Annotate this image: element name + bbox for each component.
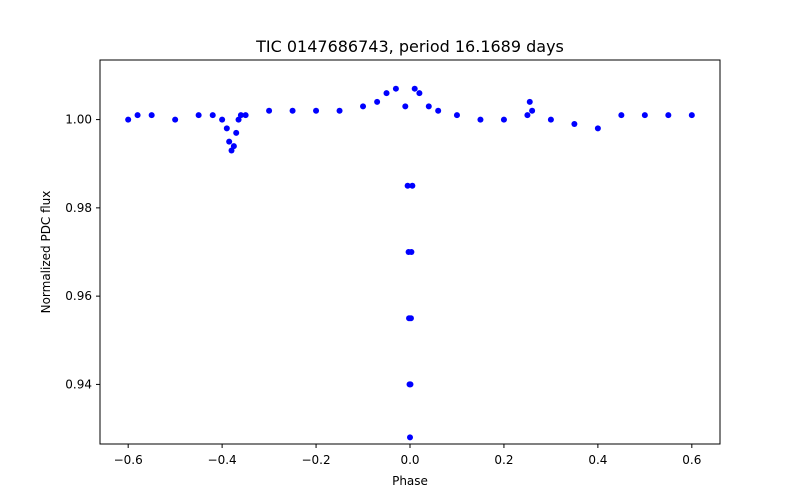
data-point <box>209 112 216 119</box>
data-point <box>313 107 320 114</box>
data-point <box>237 112 244 119</box>
chart-title: TIC 0147686743, period 16.1689 days <box>255 37 564 56</box>
y-tick-label: 0.98 <box>65 201 92 215</box>
data-point <box>571 121 578 127</box>
data-point <box>226 138 233 145</box>
x-axis-ticks: −0.6 −0.4 −0.2 0.0 0.2 0.4 0.6 <box>114 444 701 467</box>
data-point <box>594 125 601 132</box>
x-tick-label: −0.4 <box>208 453 237 467</box>
data-point <box>223 125 230 132</box>
data-point <box>526 98 533 105</box>
data-point <box>392 85 399 92</box>
data-point <box>408 249 415 255</box>
data-point <box>409 182 416 189</box>
data-point <box>125 116 132 123</box>
data-point <box>172 116 179 123</box>
data-point <box>134 112 141 119</box>
data-point <box>289 107 296 114</box>
y-axis-label: Normalized PDC flux <box>39 191 53 314</box>
data-point <box>233 129 240 136</box>
x-tick-label: 0.2 <box>494 453 513 467</box>
data-point <box>688 112 695 119</box>
x-tick-label: 0.4 <box>588 453 607 467</box>
data-point <box>407 434 413 441</box>
x-tick-label: 0.0 <box>400 453 419 467</box>
data-point <box>230 143 237 150</box>
data-point <box>195 112 202 119</box>
data-point <box>404 182 411 189</box>
data-point <box>618 112 625 119</box>
x-tick-label: −0.6 <box>114 453 143 467</box>
data-point <box>235 116 242 123</box>
data-point <box>547 116 554 123</box>
x-axis-label: Phase <box>392 474 428 488</box>
data-point <box>407 381 414 388</box>
y-axis-ticks: 0.94 0.96 0.98 1.00 <box>65 113 100 391</box>
data-point <box>228 147 235 154</box>
y-tick-label: 0.94 <box>65 377 92 391</box>
x-tick-label: −0.2 <box>301 453 330 467</box>
data-point <box>266 107 273 114</box>
data-point <box>435 107 442 114</box>
data-point <box>477 116 484 123</box>
data-point <box>374 98 381 105</box>
data-point <box>148 112 155 119</box>
points-layer <box>125 85 695 441</box>
data-point <box>500 116 507 123</box>
data-point <box>453 112 460 119</box>
data-point <box>242 112 249 119</box>
data-point <box>360 103 367 110</box>
data-point <box>411 85 418 92</box>
data-point <box>665 112 672 119</box>
data-point <box>416 90 423 97</box>
data-point <box>641 112 648 119</box>
x-tick-label: 0.6 <box>682 453 701 467</box>
data-point <box>524 112 531 119</box>
data-point <box>219 116 226 123</box>
data-point <box>402 103 409 110</box>
data-point <box>407 315 414 322</box>
data-point <box>529 107 536 114</box>
y-tick-label: 0.96 <box>65 289 92 303</box>
data-point <box>383 90 390 97</box>
y-tick-label: 1.00 <box>65 113 92 127</box>
data-point <box>336 107 343 114</box>
data-point <box>425 103 432 110</box>
